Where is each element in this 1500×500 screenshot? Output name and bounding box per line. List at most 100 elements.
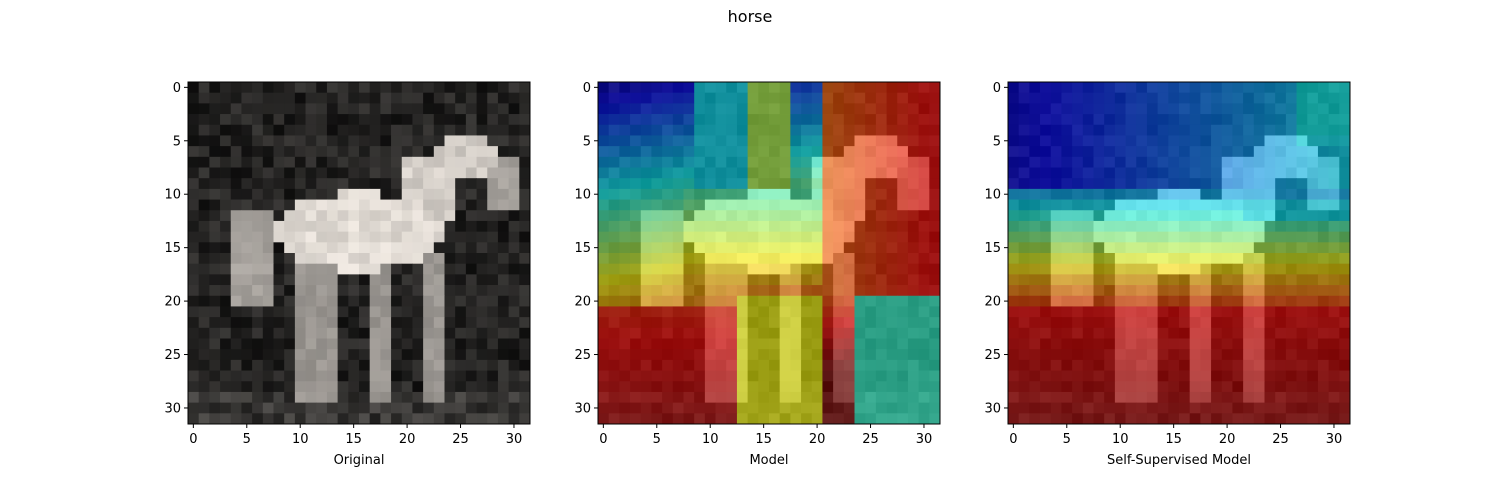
pixel-cell [1189, 92, 1201, 104]
pixel-cell [455, 359, 467, 371]
pixel-cell [412, 231, 424, 243]
pixel-cell [1285, 317, 1297, 329]
pixel-cell [907, 146, 920, 158]
pixel-cell [369, 114, 381, 126]
pixel-cell [875, 103, 887, 115]
pixel-cell [1339, 82, 1351, 94]
pixel-cell [662, 167, 674, 179]
pixel-cell [1317, 263, 1330, 275]
pixel-cell [651, 370, 663, 382]
pixel-cell [747, 263, 759, 275]
pixel-cell [790, 82, 802, 94]
pixel-cell [1082, 349, 1094, 361]
pixel-cell [380, 263, 392, 275]
pixel-cell [444, 253, 456, 265]
pixel-cell [907, 167, 920, 179]
pixel-cell [209, 253, 221, 265]
pixel-cell [854, 274, 866, 286]
pixel-cell [508, 82, 520, 94]
pixel-cell [822, 285, 834, 297]
pixel-cell [715, 92, 727, 104]
pixel-cell [1040, 402, 1052, 414]
pixel-cell [758, 263, 770, 275]
pixel-cell [1104, 210, 1116, 222]
pixel-cell [1221, 285, 1233, 297]
pixel-cell [1029, 391, 1041, 404]
pixel-cell [1104, 242, 1116, 254]
pixel-cell [726, 199, 738, 211]
pixel-cell [747, 199, 759, 211]
pixel-cell [1146, 274, 1159, 286]
pixel-cell [198, 338, 210, 350]
pixel-cell [188, 220, 200, 233]
pixel-cell [1189, 242, 1201, 254]
y-tick-label: 0 [583, 81, 591, 96]
pixel-cell [833, 402, 845, 414]
pixel-cell [497, 82, 510, 94]
pixel-cell [694, 381, 706, 393]
pixel-cell [348, 327, 360, 339]
pixel-cell [736, 338, 749, 350]
pixel-cell [252, 210, 264, 222]
pixel-cell [1008, 242, 1020, 254]
pixel-cell [1285, 359, 1297, 371]
pixel-cell [929, 156, 941, 168]
pixel-cell [1243, 114, 1255, 126]
pixel-cell [1061, 231, 1073, 243]
pixel-cell [1211, 402, 1223, 414]
pixel-cell [209, 327, 221, 339]
pixel-cell [769, 124, 781, 136]
pixel-cell [811, 285, 823, 297]
pixel-cell [487, 114, 499, 126]
pixel-cell [1328, 188, 1340, 200]
pixel-cell [444, 306, 456, 318]
pixel-cell [1061, 178, 1073, 190]
pixel-cell [1136, 359, 1148, 371]
pixel-cell [736, 327, 749, 339]
pixel-cell [865, 135, 877, 147]
pixel-cell [608, 220, 620, 233]
pixel-cell [305, 317, 317, 329]
pixel-cell [1093, 306, 1105, 318]
pixel-cell [747, 359, 759, 371]
pixel-cell [497, 156, 510, 168]
pixel-cell [188, 338, 200, 350]
pixel-cell [672, 220, 684, 233]
pixel-cell [209, 188, 221, 200]
pixel-cell [672, 210, 684, 222]
pixel-cell [326, 349, 339, 361]
pixel-cell [801, 242, 813, 254]
pixel-cell [284, 327, 296, 339]
pixel-cell [651, 220, 663, 233]
pixel-cell [929, 338, 941, 350]
pixel-cell [1008, 135, 1020, 147]
pixel-cell [401, 135, 413, 147]
pixel-cell [519, 263, 531, 275]
pixel-cell [1253, 178, 1265, 190]
pixel-cell [1104, 295, 1116, 307]
pixel-cell [769, 135, 781, 147]
pixel-cell [487, 381, 499, 393]
pixel-cell [1029, 188, 1041, 200]
pixel-cell [444, 338, 456, 350]
pixel-cell [1018, 274, 1030, 286]
pixel-cell [1114, 156, 1126, 168]
pixel-cell [476, 317, 488, 329]
pixel-cell [188, 295, 200, 307]
pixel-cell [1264, 285, 1276, 297]
pixel-cell [188, 263, 200, 275]
pixel-cell [1221, 317, 1233, 329]
pixel-cell [672, 114, 684, 126]
pixel-cell [198, 114, 210, 126]
pixel-cell [1264, 156, 1276, 168]
pixel-cell [326, 231, 339, 243]
pixel-cell [252, 370, 264, 382]
pixel-cell [401, 327, 413, 339]
pixel-cell [1296, 188, 1308, 200]
pixel-cell [220, 82, 232, 94]
pixel-cell [683, 124, 695, 136]
pixel-cell [1040, 263, 1052, 275]
pixel-cell [1104, 285, 1116, 297]
pixel-cell [1179, 156, 1191, 168]
pixel-cell [715, 146, 727, 158]
